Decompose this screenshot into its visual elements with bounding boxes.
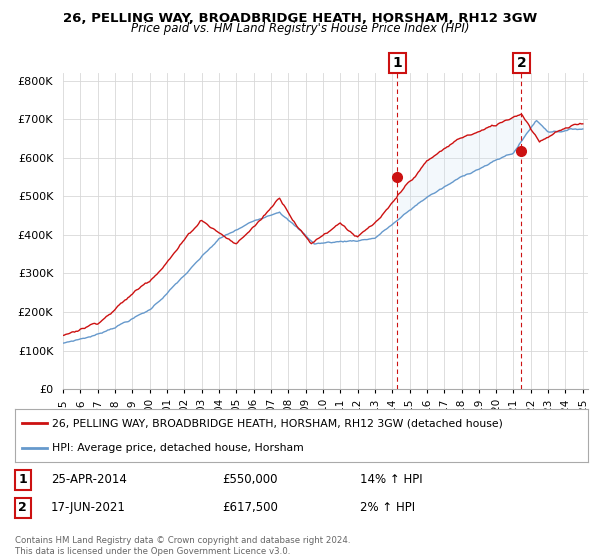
Text: 14% ↑ HPI: 14% ↑ HPI bbox=[360, 473, 422, 487]
Text: 26, PELLING WAY, BROADBRIDGE HEATH, HORSHAM, RH12 3GW (detached house): 26, PELLING WAY, BROADBRIDGE HEATH, HORS… bbox=[52, 418, 503, 428]
Text: £550,000: £550,000 bbox=[222, 473, 277, 487]
Text: 17-JUN-2021: 17-JUN-2021 bbox=[51, 501, 126, 515]
Text: HPI: Average price, detached house, Horsham: HPI: Average price, detached house, Hors… bbox=[52, 442, 304, 452]
Text: 25-APR-2014: 25-APR-2014 bbox=[51, 473, 127, 487]
Text: 2: 2 bbox=[517, 56, 526, 70]
Text: 2% ↑ HPI: 2% ↑ HPI bbox=[360, 501, 415, 515]
Text: 26, PELLING WAY, BROADBRIDGE HEATH, HORSHAM, RH12 3GW: 26, PELLING WAY, BROADBRIDGE HEATH, HORS… bbox=[63, 12, 537, 25]
Text: 1: 1 bbox=[392, 56, 402, 70]
Text: £617,500: £617,500 bbox=[222, 501, 278, 515]
Text: Contains HM Land Registry data © Crown copyright and database right 2024.
This d: Contains HM Land Registry data © Crown c… bbox=[15, 536, 350, 556]
Text: Price paid vs. HM Land Registry's House Price Index (HPI): Price paid vs. HM Land Registry's House … bbox=[131, 22, 469, 35]
Text: 1: 1 bbox=[19, 473, 27, 487]
Text: 2: 2 bbox=[19, 501, 27, 515]
